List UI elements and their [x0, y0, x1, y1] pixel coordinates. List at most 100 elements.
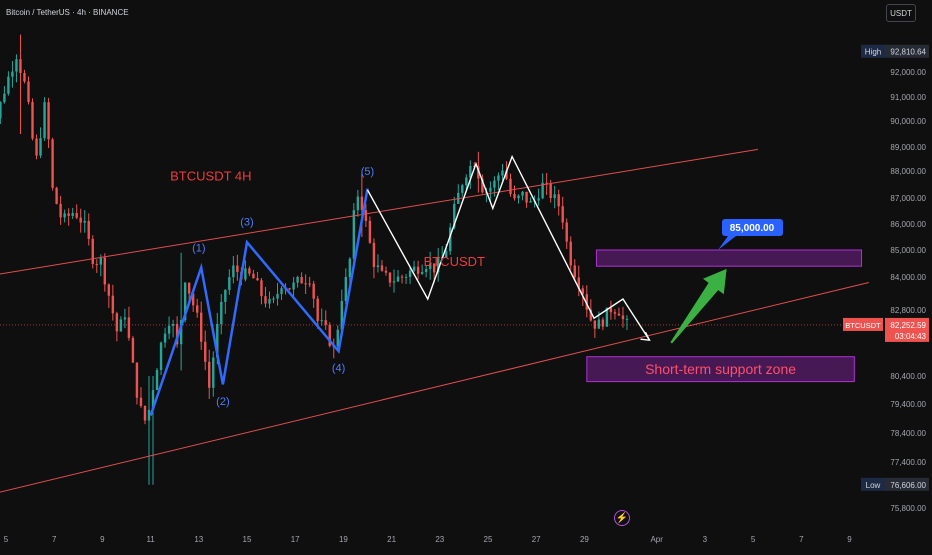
candle-body [47, 102, 50, 140]
time-tick-label: 7 [52, 535, 57, 544]
candle-body [71, 213, 74, 216]
chart-annotation: BTCUSDT [424, 254, 485, 269]
high-tag-label: High [865, 48, 881, 57]
candle-body [601, 319, 605, 327]
candle-body [545, 182, 548, 184]
candle-body [224, 289, 227, 302]
candle-body [436, 258, 440, 273]
candle-body [336, 329, 339, 347]
candle-body [79, 217, 82, 223]
candle-body [63, 213, 66, 218]
candle-body [208, 361, 211, 388]
time-tick-label: 25 [484, 535, 493, 544]
candle-body [256, 278, 259, 281]
zigzag-arrowhead [640, 331, 651, 341]
support-zone [586, 356, 855, 383]
time-tick-label: 9 [100, 535, 105, 544]
candle-body [0, 102, 2, 119]
candle-body [597, 319, 601, 329]
candle-body [493, 180, 496, 188]
candle-body [424, 269, 428, 273]
candle-body [465, 177, 468, 186]
candle-body [59, 203, 62, 218]
resistance-zone [595, 249, 863, 267]
candle-body [264, 296, 267, 304]
time-tick-label: 9 [847, 535, 852, 544]
candle-body [260, 280, 263, 297]
candle-body [232, 265, 235, 278]
candle-body [497, 175, 500, 181]
candle-body [400, 276, 404, 278]
candle-body [312, 283, 315, 299]
candle-body [348, 258, 352, 277]
candle-body [589, 309, 593, 321]
wave-label: (5) [361, 166, 374, 178]
candle-body [288, 288, 291, 290]
candle-body [577, 277, 580, 289]
candle-body [605, 307, 609, 327]
candle-body [521, 191, 524, 196]
time-tick-label: 7 [799, 535, 804, 544]
candle-body [127, 317, 131, 338]
candle-body [513, 193, 516, 199]
candle-body [445, 251, 448, 258]
candle-body [453, 203, 456, 228]
time-tick-label: 5 [4, 535, 9, 544]
candle-body [573, 265, 576, 278]
candle-body [581, 288, 584, 295]
candle-body [167, 325, 171, 334]
wave-label: (1) [192, 242, 205, 254]
candle-body [509, 178, 512, 194]
time-tick-label: 5 [751, 535, 756, 544]
time-tick-label: 11 [146, 535, 155, 544]
candle-body [11, 71, 14, 77]
candle-body [541, 182, 544, 199]
candle-body [368, 220, 372, 243]
price-tick-label: 80,400.00 [890, 372, 926, 381]
candle-body [392, 281, 396, 283]
candle-body [91, 238, 94, 265]
candle-body [553, 194, 556, 199]
candle-body [147, 409, 151, 421]
candle-body [316, 298, 319, 322]
candle-body [561, 206, 564, 223]
zigzag-projection [366, 154, 651, 341]
candle-body [501, 170, 504, 176]
candle-body [360, 196, 364, 211]
candle-body [187, 282, 191, 294]
candle-body [352, 210, 356, 259]
candle-body [272, 298, 275, 300]
candle-body [481, 178, 484, 193]
candle-body [625, 318, 629, 320]
candle-body [51, 139, 54, 188]
price-tick-label: 87,000.00 [890, 194, 926, 203]
candle-body [131, 337, 135, 363]
target-callout-pointer [718, 236, 736, 250]
wave-label: (4) [332, 363, 345, 375]
candle-body [175, 324, 179, 345]
candle-body [135, 362, 139, 398]
time-tick-label: 3 [703, 535, 708, 544]
candle-body [163, 333, 167, 343]
candle-body [529, 201, 532, 203]
high-value-label: 92,810.64 [890, 48, 926, 57]
candle-body [23, 72, 26, 82]
candle-body [143, 405, 147, 421]
candle-body [384, 270, 388, 273]
candle-body [31, 101, 34, 139]
candle-body [517, 195, 520, 199]
elliott-wave-line [149, 188, 369, 417]
currency-button[interactable]: USDT [886, 4, 916, 22]
lightning-icon[interactable]: ⚡ [614, 510, 630, 526]
candle-body [557, 194, 560, 207]
price-tick-label: 78,400.00 [890, 429, 926, 438]
candle-body [220, 301, 223, 325]
low-tag-label: Low [866, 481, 881, 490]
candle-body [416, 266, 420, 274]
candle-body [585, 294, 589, 310]
price-tick-label: 82,800.00 [890, 306, 926, 315]
time-tick-label: 19 [339, 535, 348, 544]
time-tick-label: 27 [532, 535, 541, 544]
